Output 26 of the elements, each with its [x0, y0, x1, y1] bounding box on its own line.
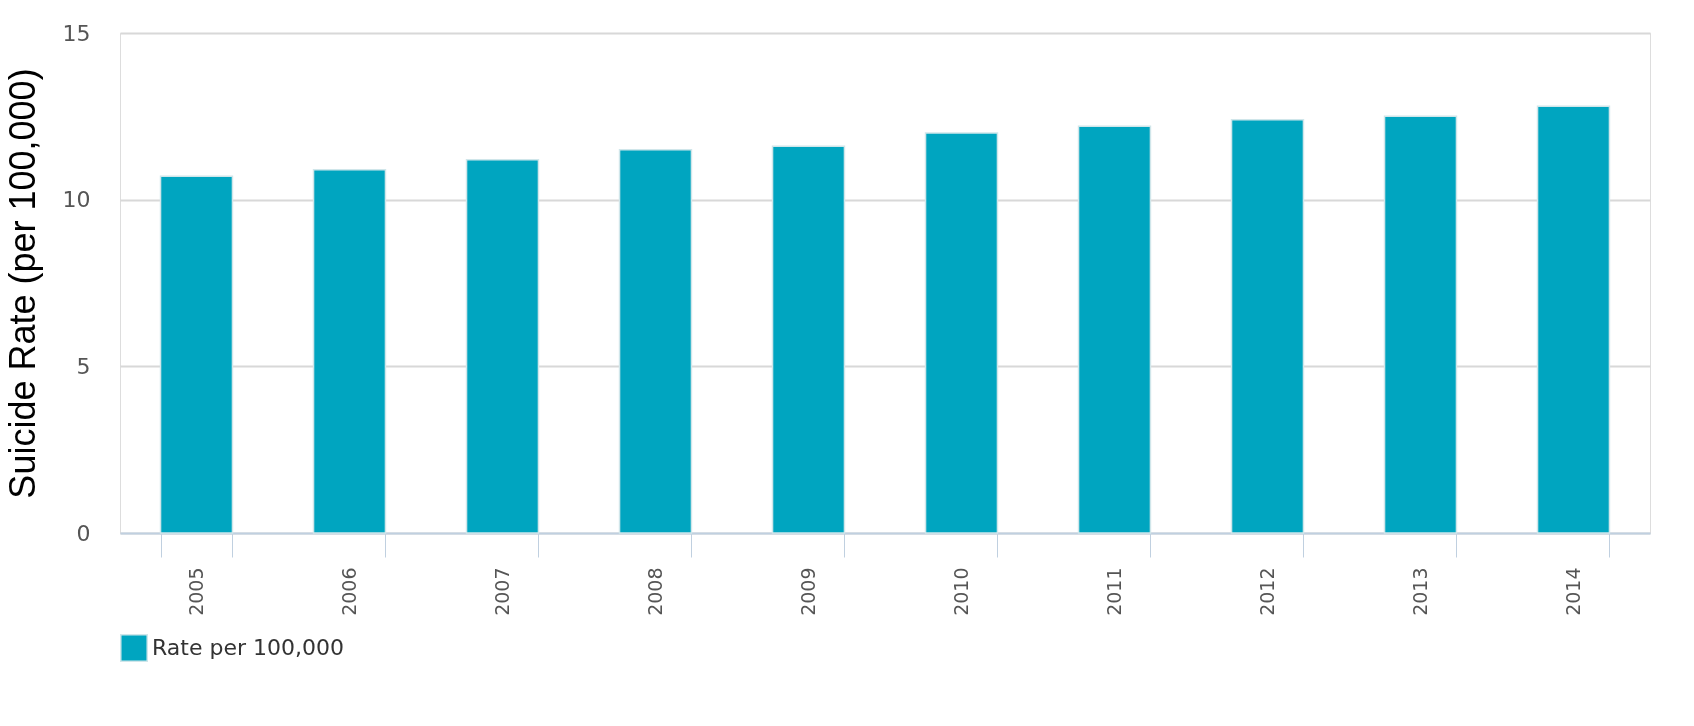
x-tick-label: 2012: [1256, 567, 1278, 616]
x-tick-label: 2006: [338, 567, 360, 616]
bar: [1383, 115, 1458, 534]
bar: [312, 168, 387, 534]
bar: [771, 145, 846, 534]
bar: [1077, 125, 1152, 534]
x-tick-label: 2014: [1562, 567, 1584, 616]
x-tick-label: 2010: [950, 567, 972, 616]
legend-label: Rate per 100,000: [152, 635, 344, 660]
x-tick-label: 2009: [797, 567, 819, 616]
x-tick-label: 2007: [491, 567, 513, 616]
bar: [1230, 118, 1305, 534]
y-tick-label: 10: [62, 187, 91, 213]
x-tick-label: 2008: [644, 567, 666, 616]
y-tick-label: 0: [76, 520, 91, 546]
y-tick-label: 15: [62, 20, 91, 46]
bar: [618, 148, 693, 534]
bar: [465, 158, 540, 534]
bar: [924, 132, 999, 534]
x-tick-label: 2013: [1409, 567, 1431, 616]
bar: [1536, 105, 1611, 534]
y-axis-title: Suicide Rate (per 100,000): [1, 68, 43, 499]
x-tick-label: 2005: [185, 567, 207, 616]
y-tick-label: 5: [76, 353, 91, 379]
x-tick-label: 2011: [1103, 567, 1125, 616]
bar: [159, 175, 234, 534]
